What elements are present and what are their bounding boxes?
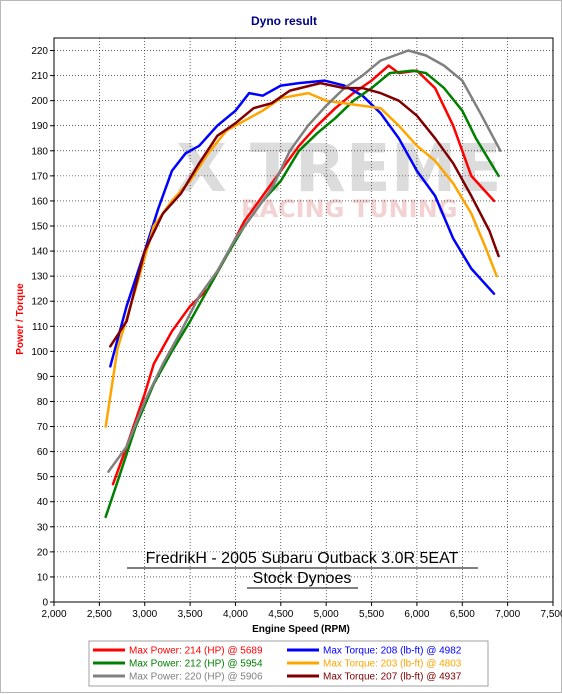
- x-tick-label: 5,000: [314, 609, 339, 620]
- y-tick-label: 80: [37, 397, 49, 408]
- legend-entry: Max Power: 214 (HP) @ 5689: [129, 646, 263, 657]
- x-tick-label: 3,500: [178, 609, 203, 620]
- x-tick-label: 4,000: [223, 609, 248, 620]
- y-tick-label: 220: [31, 46, 48, 57]
- x-tick-label: 5,500: [359, 609, 384, 620]
- series-line-6: [109, 81, 500, 348]
- y-tick-label: 20: [37, 547, 49, 558]
- y-tick-label: 120: [31, 297, 48, 308]
- y-tick-label: 200: [31, 96, 48, 107]
- plot-area: [53, 37, 554, 603]
- y-tick-label: 110: [32, 322, 48, 333]
- annotation-line-2: Stock Dynoes: [253, 570, 352, 587]
- x-tick-label: 7,000: [495, 609, 520, 620]
- x-tick-label: 6,000: [404, 609, 429, 620]
- series-line-2: [109, 79, 496, 368]
- series-line-3: [104, 69, 500, 519]
- annotation-line-1: FredrikH - 2005 Subaru Outback 3.0R 5EAT: [146, 550, 459, 567]
- legend-entry: Max Torque: 207 (lb-ft) @ 4937: [323, 672, 462, 683]
- y-tick-label: 130: [31, 272, 48, 283]
- series-lines: [104, 49, 502, 519]
- x-tick-label: 2,500: [87, 609, 112, 620]
- y-tick-label: 0: [42, 598, 48, 609]
- y-tick-label: 100: [31, 347, 48, 358]
- y-tick-label: 90: [37, 372, 49, 383]
- x-tick-label: 6,500: [450, 609, 475, 620]
- watermark-main: X TREME: [176, 130, 502, 207]
- y-tick-label: 70: [37, 422, 49, 433]
- series-line-5: [107, 49, 502, 473]
- y-tick-label: 40: [37, 497, 49, 508]
- y-tick-label: 10: [37, 572, 49, 583]
- y-axis-ticks: 0 10 20 30 40 50 60 70 80 90 100 110 120 130 140 150 160…: [31, 46, 54, 609]
- y-tick-label: 180: [31, 146, 48, 157]
- legend-entry: Max Power: 212 (HP) @ 5954: [129, 659, 263, 670]
- chart-annotation: FredrikH - 2005 Subaru Outback 3.0R 5EAT…: [127, 550, 478, 589]
- y-tick-label: 60: [37, 447, 49, 458]
- y-tick-label: 190: [31, 121, 48, 132]
- x-tick-label: 7,500: [540, 609, 562, 620]
- legend: Max Power: 214 (HP) @ 5689 Max Torque: 20…: [88, 640, 489, 687]
- x-axis-label: Engine Speed (RPM): [252, 624, 350, 635]
- y-tick-label: 30: [37, 522, 49, 533]
- grid: [53, 38, 554, 603]
- y-axis-label: Power / Torque: [15, 283, 26, 355]
- x-axis-ticks: 2,000 2,500 3,000 3,500 4,000 4,500 5,000 5,500…: [41, 602, 562, 620]
- chart-title: Dyno result: [251, 14, 317, 28]
- y-tick-label: 170: [31, 171, 48, 182]
- x-tick-label: 3,000: [132, 609, 157, 620]
- legend-entry: Max Torque: 203 (lb-ft) @ 4803: [323, 659, 462, 670]
- y-tick-label: 160: [31, 196, 48, 207]
- series-line-1: [111, 64, 496, 486]
- x-tick-label: 2,000: [41, 609, 66, 620]
- y-tick-label: 50: [37, 472, 49, 483]
- y-tick-label: 210: [31, 71, 48, 82]
- legend-entry: Max Torque: 208 (lb-ft) @ 4982: [323, 646, 462, 657]
- watermark-sub: RACING TUNING: [241, 195, 457, 223]
- y-tick-label: 140: [31, 247, 48, 258]
- x-tick-label: 4,500: [268, 609, 293, 620]
- y-tick-label: 150: [31, 222, 48, 233]
- legend-entry: Max Power: 220 (HP) @ 5906: [129, 672, 263, 683]
